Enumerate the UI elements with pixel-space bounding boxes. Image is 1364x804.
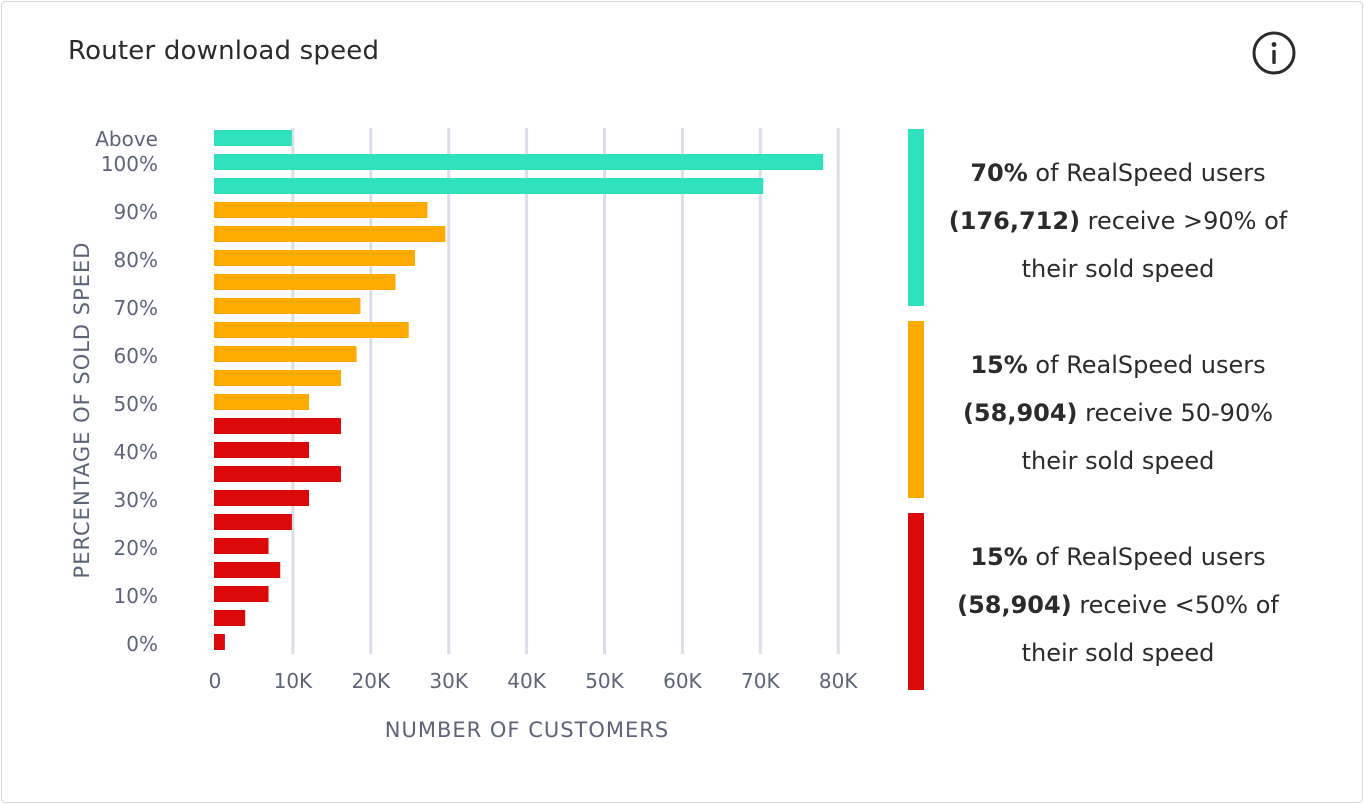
- legend-percent: 15%: [970, 543, 1028, 571]
- y-tick-label: Above: [95, 127, 158, 151]
- bar-green: [214, 178, 764, 194]
- bar-red: [214, 514, 292, 530]
- info-button[interactable]: [1252, 31, 1296, 75]
- x-tick-label: 10K: [274, 669, 313, 693]
- legend-line-2: receive <50% of: [1071, 591, 1279, 619]
- y-axis-title: PERCENTAGE OF SOLD SPEED: [70, 242, 94, 579]
- y-tick-label: 50%: [114, 392, 158, 416]
- y-tick-label: 90%: [114, 200, 158, 224]
- legend-line-3: their sold speed: [1021, 447, 1215, 475]
- card-title: Router download speed: [68, 36, 380, 66]
- bar-red: [214, 634, 225, 650]
- y-tick-label: 0%: [126, 632, 158, 656]
- legend-text-red: 15% of RealSpeed users (58,904) receive …: [940, 533, 1296, 677]
- bar-red: [214, 538, 269, 554]
- y-tick-label: 20%: [114, 536, 158, 560]
- bar-orange: [214, 394, 310, 410]
- bar-green: [214, 154, 824, 170]
- y-tick-label: 80%: [114, 248, 158, 272]
- legend-text-orange: 15% of RealSpeed users (58,904) receive …: [940, 341, 1296, 485]
- bar-orange: [214, 226, 446, 242]
- legend-line-1: of RealSpeed users: [1027, 159, 1266, 187]
- y-tick-label: 60%: [114, 344, 158, 368]
- legend-line-3: their sold speed: [1021, 639, 1215, 667]
- bar-orange: [214, 250, 415, 266]
- bar-red: [214, 466, 341, 482]
- info-circle-icon: [1252, 31, 1296, 75]
- y-tick-label: 100%: [101, 152, 158, 176]
- legend-percent: 70%: [970, 159, 1028, 187]
- x-tick-label: 70K: [741, 669, 780, 693]
- y-tick-label: 30%: [114, 488, 158, 512]
- legend-line-1: of RealSpeed users: [1027, 543, 1266, 571]
- bar-orange: [214, 322, 409, 338]
- legend-line-2: receive >90% of: [1080, 207, 1288, 235]
- legend-count: (58,904): [957, 591, 1072, 619]
- legend-count: (176,712): [948, 207, 1081, 235]
- bar-red: [214, 490, 310, 506]
- legend-bar-green: [908, 129, 924, 306]
- x-tick-label: 80K: [819, 669, 858, 693]
- x-axis-title: NUMBER OF CUSTOMERS: [385, 718, 669, 742]
- bar-orange: [214, 274, 396, 290]
- bar-red: [214, 418, 341, 434]
- legend-line-2: receive 50-90%: [1077, 399, 1274, 427]
- x-tick-label: 0: [209, 669, 222, 693]
- bar-red: [214, 586, 269, 602]
- x-tick-label: 60K: [663, 669, 702, 693]
- bar-orange: [214, 346, 357, 362]
- legend-line-3: their sold speed: [1021, 255, 1215, 283]
- y-tick-label: 10%: [114, 584, 158, 608]
- bar-red: [214, 442, 310, 458]
- x-tick-label: 40K: [507, 669, 546, 693]
- x-tick-label: 30K: [429, 669, 468, 693]
- y-tick-label: 40%: [114, 440, 158, 464]
- bar-orange: [214, 298, 361, 314]
- y-tick-label: 70%: [114, 296, 158, 320]
- bar-orange: [214, 370, 341, 386]
- bar-red: [214, 610, 246, 626]
- bar-green: [214, 130, 292, 146]
- legend-text-green: 70% of RealSpeed users (176,712) receive…: [940, 149, 1296, 293]
- x-tick-label: 20K: [352, 669, 391, 693]
- x-tick-label: 50K: [585, 669, 624, 693]
- legend-percent: 15%: [970, 351, 1028, 379]
- legend-bar-red: [908, 513, 924, 690]
- legend-count: (58,904): [962, 399, 1078, 427]
- legend-bar-orange: [908, 321, 924, 498]
- legend-line-1: of RealSpeed users: [1027, 351, 1266, 379]
- bar-orange: [214, 202, 428, 218]
- bar-red: [214, 562, 281, 578]
